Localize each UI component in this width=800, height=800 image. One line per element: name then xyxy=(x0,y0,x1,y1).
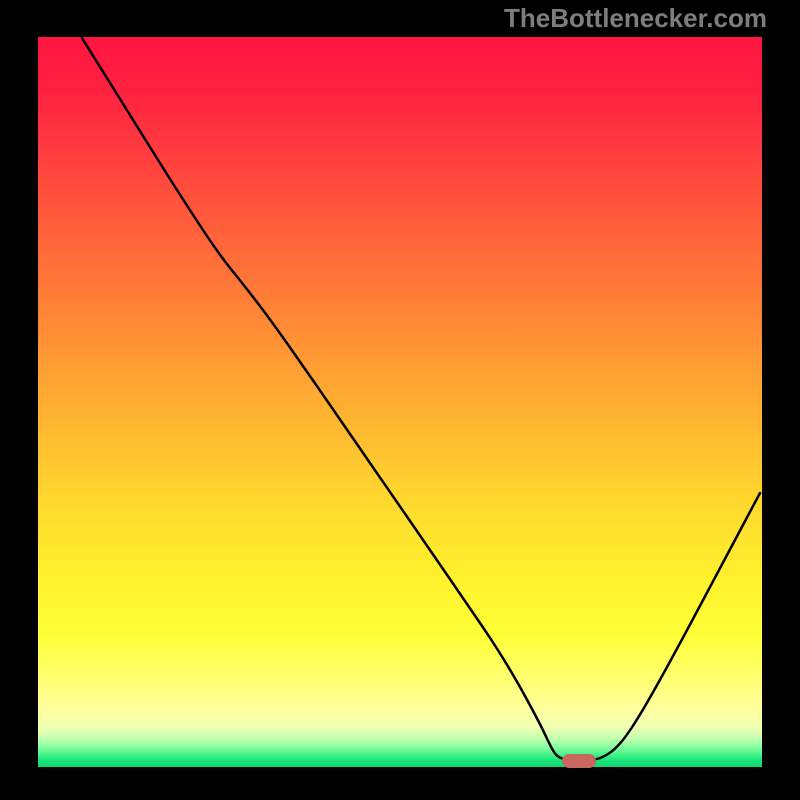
optimal-marker xyxy=(562,754,596,768)
watermark-text: TheBottlenecker.com xyxy=(504,3,767,34)
plot-gradient-background xyxy=(38,37,762,767)
bottleneck-chart xyxy=(0,0,800,800)
